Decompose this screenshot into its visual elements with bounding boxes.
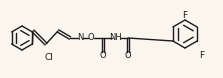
Text: O: O [125,51,131,61]
Text: N: N [77,33,83,43]
Text: Cl: Cl [45,52,54,61]
Text: F: F [199,50,204,60]
Text: O: O [100,51,106,61]
Text: F: F [182,11,188,21]
Text: NH: NH [109,33,121,43]
Text: O: O [88,33,94,43]
